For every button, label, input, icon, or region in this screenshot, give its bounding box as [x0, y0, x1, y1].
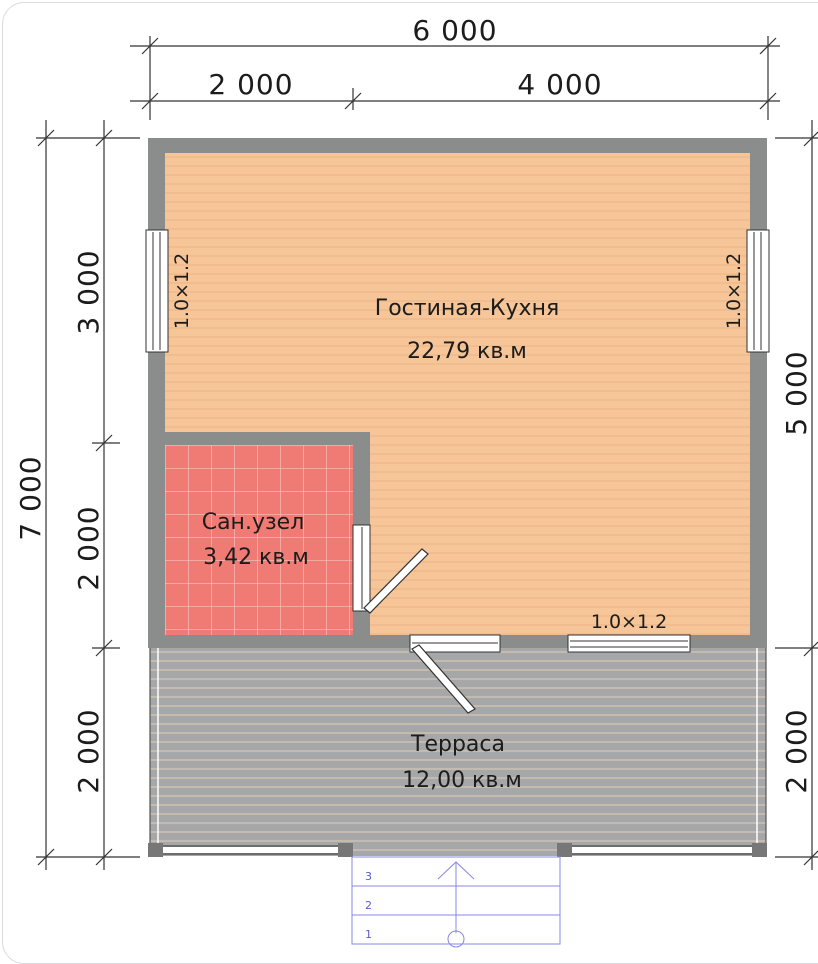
- living-kitchen-area: 22,79 кв.м: [407, 339, 527, 364]
- entrance-stairs: [351, 856, 561, 948]
- window-bottom: [567, 634, 691, 653]
- stair-step-label: 3: [365, 870, 372, 883]
- bathroom-door: [352, 524, 429, 614]
- terrace-post: [338, 843, 353, 857]
- dim-top-right: 4 000: [517, 68, 602, 101]
- terrace-post: [752, 843, 767, 857]
- window-right: [746, 229, 770, 353]
- terrace-railing: [163, 845, 752, 855]
- terrace-name: Терраса: [410, 732, 505, 757]
- bathroom-floor: [165, 445, 353, 635]
- dim-left-lower: 2 000: [72, 708, 105, 793]
- bathroom-name: Сан.узел: [202, 510, 305, 535]
- terrace-floor: [150, 648, 766, 856]
- dim-left-total: 7 000: [14, 455, 47, 540]
- dim-left-upper: 3 000: [72, 249, 105, 334]
- living-kitchen-name: Гостиная-Кухня: [375, 296, 559, 321]
- terrace-post: [557, 843, 572, 857]
- window-left-label: 1.0×1.2: [171, 253, 193, 329]
- window-bottom-label: 1.0×1.2: [591, 611, 667, 633]
- dim-left-middle: 2 000: [72, 505, 105, 590]
- dimension-lines: [36, 36, 818, 870]
- bathroom-area: 3,42 кв.м: [203, 545, 309, 570]
- window-left: [145, 229, 169, 353]
- terrace-area: 12,00 кв.м: [402, 768, 522, 793]
- entrance-door: [409, 634, 501, 714]
- dim-top-total: 6 000: [412, 14, 497, 47]
- dim-right-lower: 2 000: [780, 708, 813, 793]
- stair-step-label: 2: [365, 899, 372, 912]
- dim-right-upper: 5 000: [780, 350, 813, 435]
- window-right-label: 1.0×1.2: [723, 253, 745, 329]
- stair-step-label: 1: [365, 928, 372, 941]
- dim-top-left: 2 000: [208, 68, 293, 101]
- terrace-post: [148, 843, 163, 857]
